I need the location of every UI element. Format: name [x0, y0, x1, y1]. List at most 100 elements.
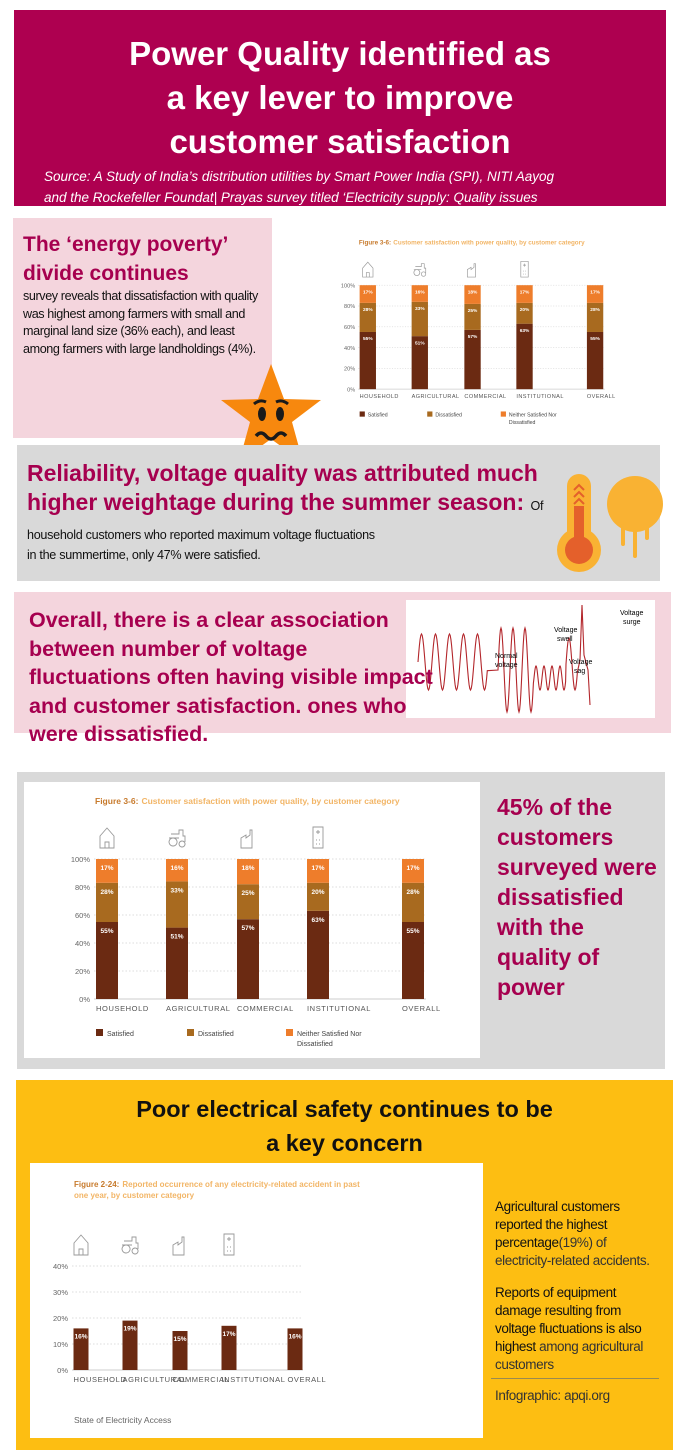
safety-note-2: Reports of equipment damage resulting fr…: [495, 1284, 655, 1374]
x-category-label: OVERALL: [587, 394, 616, 400]
bar-segment-neither: [166, 859, 188, 882]
x-category-label: COMMERCIAL: [237, 1004, 294, 1013]
legend-label-dissatisfied: Dissatisfied: [435, 413, 462, 419]
x-category-label: INSTITUTIONAL: [307, 1004, 371, 1013]
bar-segment-neither: [96, 859, 118, 883]
accident-chart-svg: Figure 2-24: Reported occurrence of any e…: [53, 1180, 360, 1425]
satisfaction-chart-large: Figure 3-6: Customer satisfaction with po…: [24, 782, 480, 1058]
bar-value-label: 28%: [100, 889, 113, 896]
legend-swatch: [286, 1029, 293, 1036]
x-category-label: OVERALL: [288, 1375, 327, 1384]
house-icon-shape: [362, 261, 374, 278]
bar-segment-neither: [586, 285, 604, 303]
label-voltage-surge: Voltage surge: [620, 610, 643, 626]
bar-value-label: 55%: [363, 336, 373, 342]
factory-icon-shape: [172, 1236, 185, 1256]
header-banner: Power Quality identified as a key lever …: [14, 10, 666, 206]
house-icon: [73, 1234, 89, 1256]
legend-swatch: [96, 1029, 103, 1036]
tractor-icon: [121, 1236, 139, 1255]
label-normal-voltage: Normal voltage: [495, 653, 518, 669]
title-line: a key lever to improve: [166, 79, 514, 116]
bar-segment-satisfied: [464, 329, 481, 390]
y-tick-label: 0%: [79, 995, 90, 1004]
factory-icon-shape: [240, 829, 253, 849]
bar-segment-dissatisfied: [166, 881, 188, 928]
divider: [491, 1378, 659, 1379]
bar-value-label: 15%: [173, 1336, 186, 1343]
source-line: and the Rockefeller Foundat| Prayas surv…: [44, 190, 538, 205]
bar-value-label: 25%: [241, 890, 254, 897]
legend-line: Neither Satisfied Nor: [509, 413, 557, 419]
chart-title-prefix: Figure 3-6:: [95, 796, 139, 806]
y-tick-label: 80%: [75, 883, 90, 892]
hospital-icon: [312, 826, 324, 849]
x-category-label: AGRICULTURAL: [123, 1375, 188, 1384]
legend-line: Dissatisfied: [509, 420, 536, 426]
energy-poverty-body: survey reveals that dissatisfaction with…: [23, 289, 258, 356]
bar-segment-satisfied: [411, 336, 428, 390]
bar-value-label: 16%: [415, 289, 425, 295]
bar-segment-dissatisfied: [96, 882, 118, 922]
bar-value-label: 33%: [170, 887, 183, 894]
hospital-icon-shape: [223, 1233, 235, 1256]
y-tick-label: 10%: [53, 1340, 68, 1349]
satisfaction-chart-small: Figure 3-6: Customer satisfaction with po…: [288, 228, 663, 433]
x-category-label: AGRICULTURAL: [412, 394, 460, 400]
bar-segment-dissatisfied: [586, 302, 604, 332]
bar-value-label: 17%: [100, 865, 113, 872]
bar-value-label: 57%: [241, 925, 254, 932]
bar-value-label: 28%: [406, 889, 419, 896]
satisfaction-chart-svg: Figure 3-6: Customer satisfaction with po…: [71, 796, 440, 1048]
bar-value-label: 63%: [311, 917, 324, 924]
bar-value-label: 17%: [590, 289, 600, 295]
voltage-waveform-line: [417, 604, 591, 715]
x-category-label: HOUSEHOLD: [74, 1375, 127, 1384]
energy-poverty-panel: The ‘energy poverty’ divide continues su…: [13, 218, 272, 438]
bar-value-label: 16%: [74, 1333, 87, 1340]
bar-value-label: 51%: [170, 934, 183, 941]
association-heading: Overall, there is a clear association be…: [29, 608, 433, 746]
legend-label-satisfied: Satisfied: [107, 1031, 134, 1038]
chart-title: Figure 3-6: Customer satisfaction with po…: [95, 796, 400, 806]
y-tick-label: 60%: [75, 911, 90, 920]
source-citation: Source: A Study of India’s distribution …: [14, 164, 666, 208]
chart-title-text: Reported occurrence of any electricity-r…: [122, 1180, 360, 1189]
page-title: Power Quality identified as a key lever …: [14, 10, 666, 164]
safety-note-2-emphasis: Reports of equipment damage resulting fr…: [495, 1285, 642, 1354]
bar-value-label: 17%: [311, 865, 324, 872]
thermometer-sun-icon: [555, 462, 665, 577]
bar-value-label: 20%: [311, 889, 324, 896]
chart-footer: State of Electricity Access: [74, 1415, 171, 1425]
bar-segment-dissatisfied: [516, 302, 533, 324]
satisfaction-chart-svg: Figure 3-6: Customer satisfaction with po…: [341, 239, 616, 426]
y-tick-label: 20%: [75, 967, 90, 976]
bar-segment-dissatisfied: [464, 303, 481, 330]
bar-value-label: 57%: [468, 334, 478, 340]
bar: [287, 1328, 303, 1370]
bar-segment-satisfied: [96, 922, 118, 999]
legend-swatch: [427, 411, 433, 417]
tractor-icon-shape: [121, 1236, 139, 1255]
infographic-credit: Infographic: apqi.org: [495, 1388, 610, 1403]
legend-swatch: [359, 411, 365, 417]
safety-note-2-rest: among agricultural customers: [495, 1339, 643, 1372]
chart-title-text: Customer satisfaction with power quality…: [393, 239, 585, 246]
hospital-icon: [223, 1233, 235, 1256]
factory-icon-shape: [466, 263, 476, 278]
bar-segment-neither: [307, 859, 329, 883]
x-category-label: COMMERCIAL: [173, 1375, 230, 1384]
y-tick-label: 40%: [75, 939, 90, 948]
tractor-icon-shape: [168, 829, 186, 848]
house-icon: [99, 827, 115, 849]
legend-label-neither: Neither Satisfied Nor Dissatisfied: [297, 1031, 362, 1048]
y-tick-label: 40%: [344, 346, 355, 352]
legend-line: Neither Satisfied Nor: [297, 1031, 362, 1038]
chart-title-text: Customer satisfaction with power quality…: [141, 796, 399, 806]
safety-notes: Agricultural customers reported the high…: [491, 1198, 659, 1405]
bar: [122, 1320, 138, 1370]
bar-value-label: 18%: [468, 289, 478, 295]
tractor-icon: [168, 829, 186, 848]
bar-value-label: 33%: [415, 306, 425, 312]
bar: [172, 1331, 188, 1370]
